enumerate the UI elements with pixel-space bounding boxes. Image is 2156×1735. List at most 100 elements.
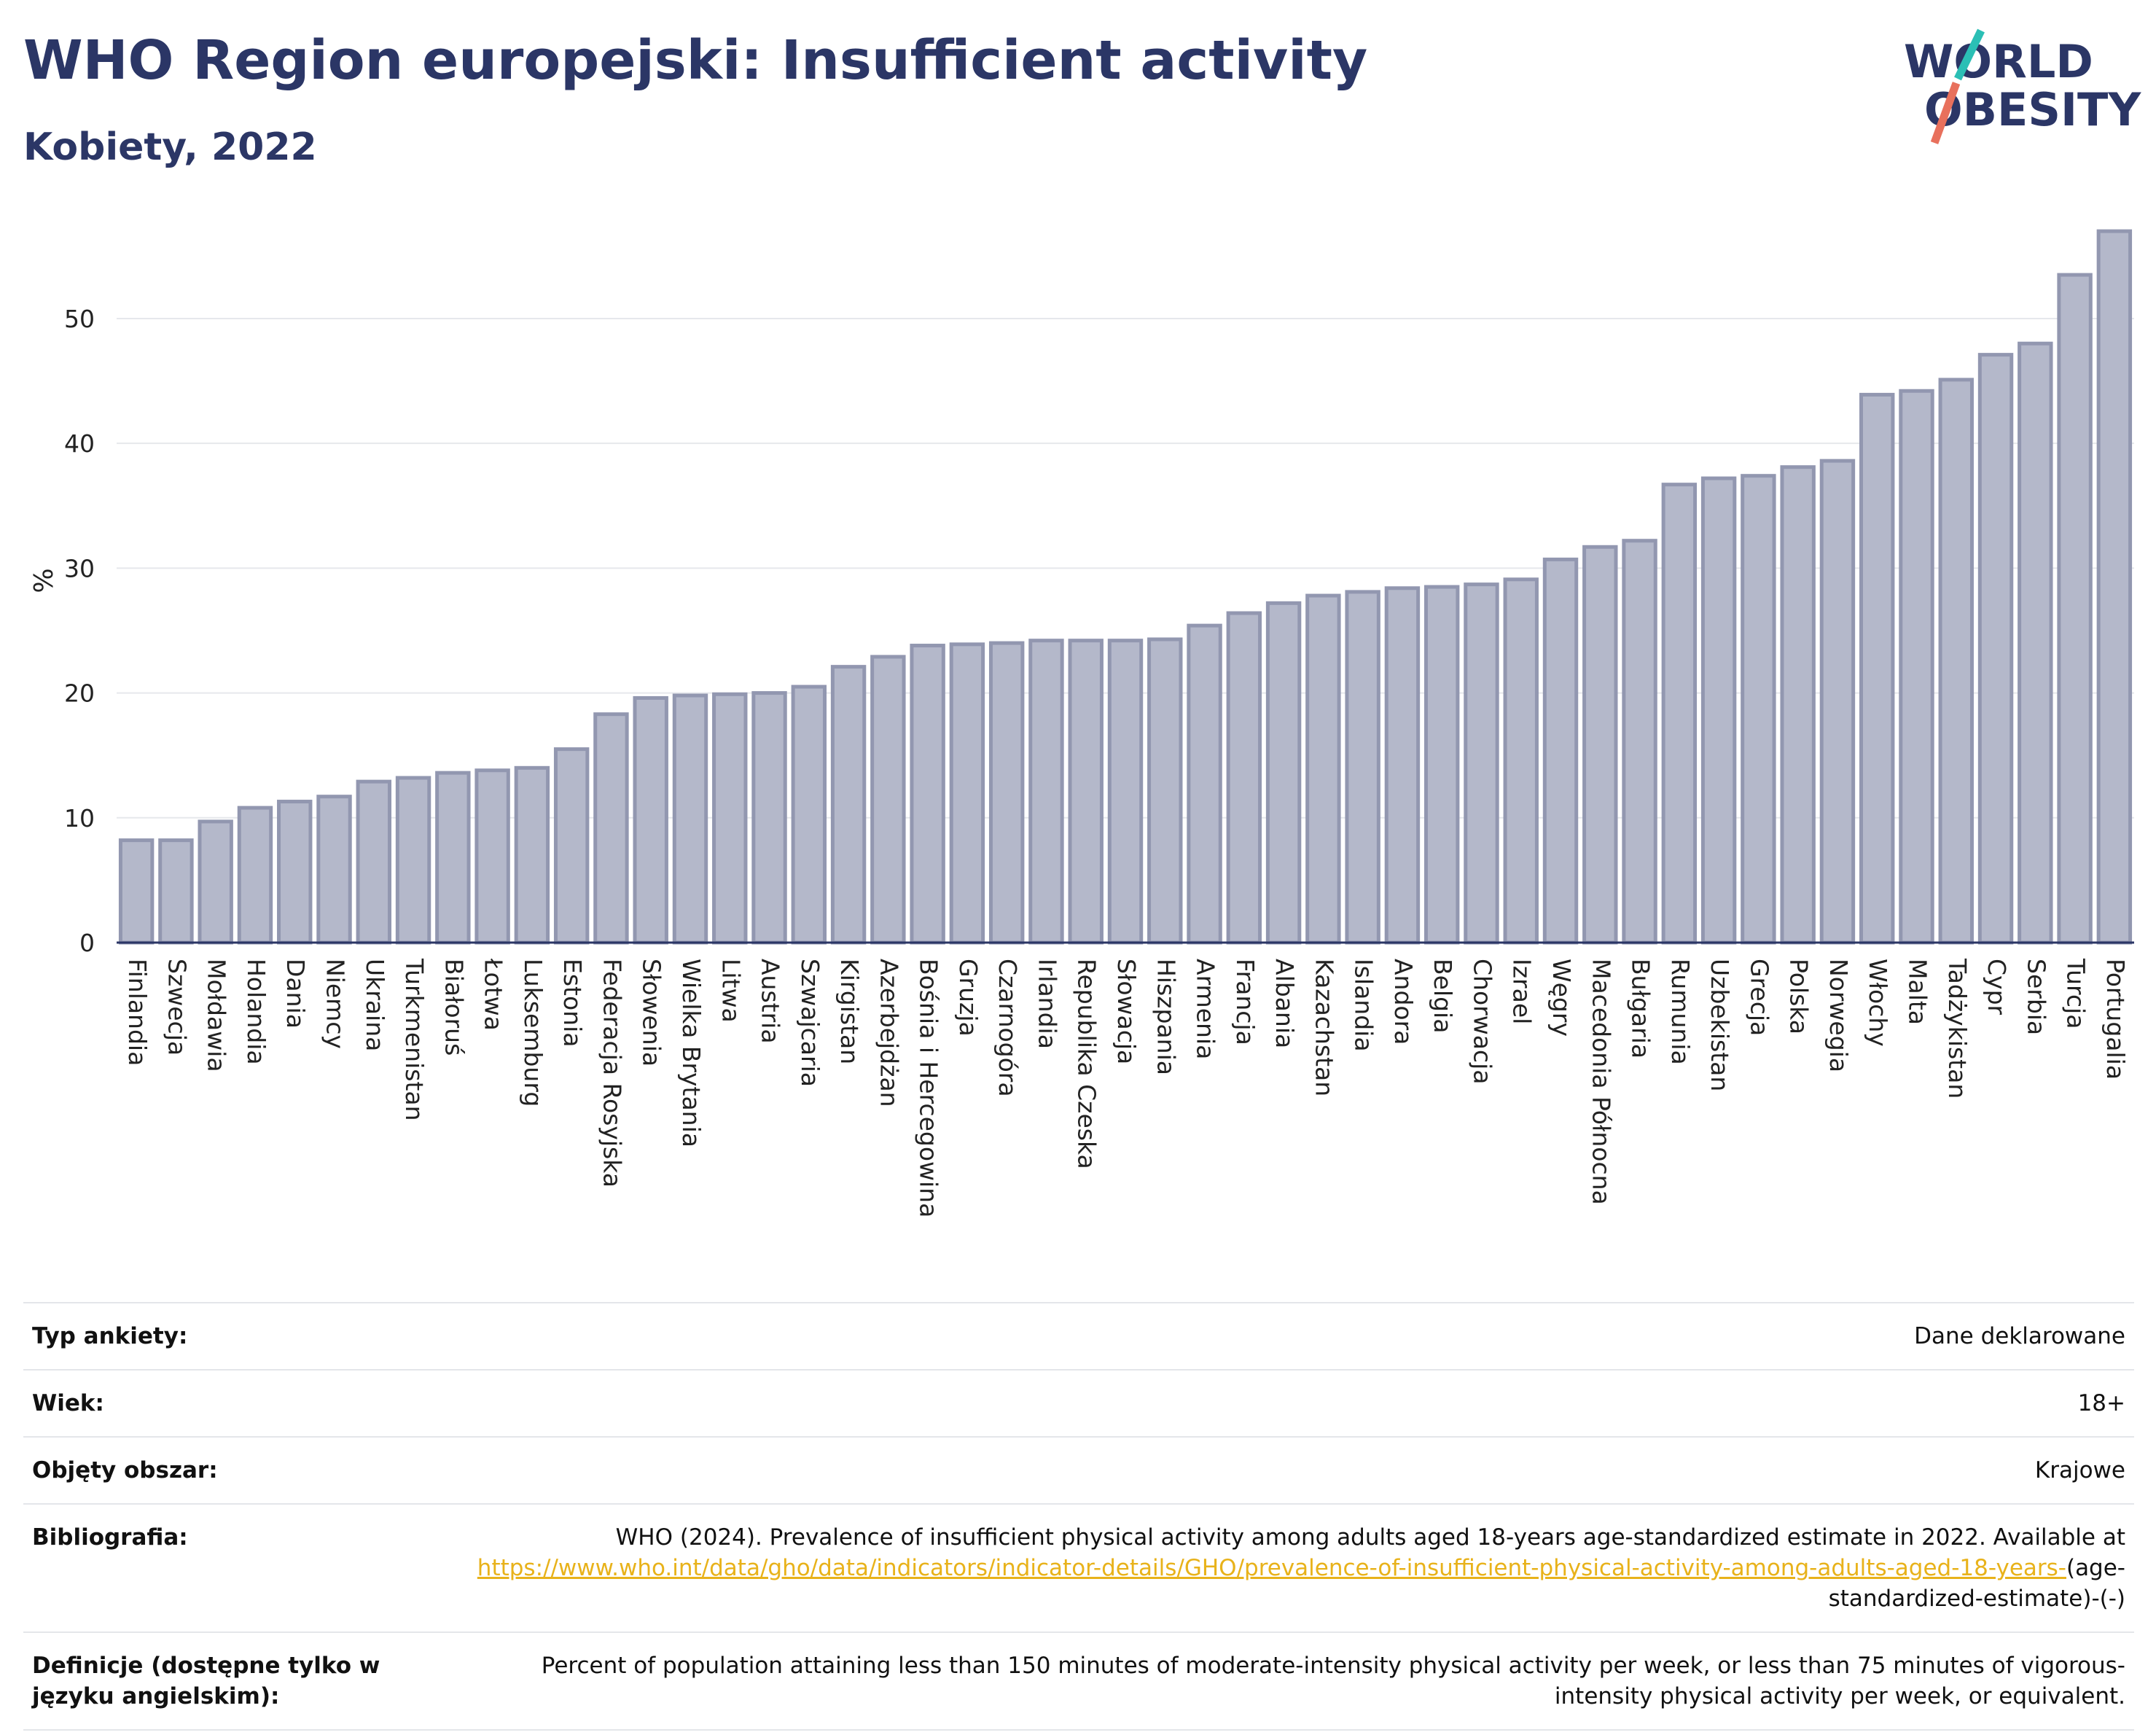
category-label: Szwajcaria bbox=[796, 959, 824, 1087]
category-label: Mołdawia bbox=[203, 959, 231, 1072]
bar bbox=[751, 691, 787, 945]
bar bbox=[1384, 586, 1421, 945]
y-tick-label: 30 bbox=[64, 554, 95, 582]
logo-line1: WORLD bbox=[1904, 35, 2093, 88]
logo-slash-bottom bbox=[1930, 82, 1961, 144]
metadata-key: Definicje (dostępne tylko w języku angie… bbox=[23, 1631, 449, 1731]
bar bbox=[1265, 601, 1302, 945]
bar bbox=[1582, 545, 1618, 945]
bar bbox=[1028, 639, 1064, 945]
category-label: Grecja bbox=[1745, 959, 1773, 1036]
metadata-table: Typ ankiety: Dane deklarowane Wiek: 18+ Obję… bbox=[23, 1302, 2134, 1731]
bar bbox=[712, 692, 748, 945]
bar bbox=[1503, 577, 1539, 945]
metadata-value: Percent of population attaining less tha… bbox=[449, 1631, 2134, 1731]
category-label: Turcja bbox=[2062, 958, 2090, 1029]
bar bbox=[1187, 623, 1222, 945]
logo-slash-top bbox=[1954, 28, 1985, 81]
category-label: Estonia bbox=[558, 959, 587, 1047]
category-label: Polska bbox=[1785, 959, 1813, 1034]
category-label: Belgia bbox=[1429, 959, 1457, 1033]
category-label: Portugalia bbox=[2101, 959, 2130, 1080]
category-label: Węgry bbox=[1547, 959, 1576, 1037]
category-label: Finlandia bbox=[123, 959, 152, 1066]
bar bbox=[1542, 557, 1579, 945]
bar bbox=[1305, 593, 1341, 945]
category-label: Chorwacja bbox=[1468, 959, 1496, 1084]
category-label: Tadżykistan bbox=[1943, 958, 1972, 1099]
category-label: Francja bbox=[1231, 959, 1259, 1045]
category-label: Ukraina bbox=[361, 959, 389, 1051]
bar bbox=[277, 800, 313, 945]
bar bbox=[1741, 474, 1776, 945]
page-title: WHO Region europejski: Insufficient acti… bbox=[23, 29, 1368, 92]
bibliography-text: WHO (2024). Prevalence of insufficient p… bbox=[615, 1524, 2125, 1551]
bar bbox=[1464, 582, 1499, 945]
category-label: Armenia bbox=[1192, 959, 1220, 1059]
metadata-row: Typ ankiety: Dane deklarowane bbox=[23, 1302, 2134, 1371]
metadata-value: Krajowe bbox=[449, 1436, 2134, 1505]
metadata-row: Bibliografia: WHO (2024). Prevalence of i… bbox=[23, 1503, 2134, 1633]
bar bbox=[988, 641, 1025, 945]
bar-chart: 0 10 20 30 40 50% Finlandia Szwecja Mołdawia Hola… bbox=[29, 229, 2134, 1217]
y-axis-label: % bbox=[29, 568, 59, 593]
bar bbox=[2096, 229, 2133, 945]
bar bbox=[1226, 611, 1262, 945]
y-tick-label: 40 bbox=[64, 429, 95, 458]
metadata-value: 18+ bbox=[449, 1369, 2134, 1438]
bar bbox=[198, 819, 233, 945]
metadata-key: Wiek: bbox=[23, 1369, 449, 1438]
metadata-row: Wiek: 18+ bbox=[23, 1369, 2134, 1438]
bar bbox=[474, 768, 510, 945]
metadata-value: Dane deklarowane bbox=[449, 1302, 2134, 1371]
category-label: Macedonia Północna bbox=[1587, 959, 1615, 1205]
bar bbox=[1780, 465, 1816, 945]
category-label: Bułgaria bbox=[1627, 959, 1655, 1058]
bar bbox=[1700, 476, 1737, 945]
category-label: Litwa bbox=[716, 959, 745, 1023]
category-label: Turkmenistan bbox=[400, 958, 429, 1121]
y-tick-label: 50 bbox=[64, 305, 95, 333]
bar bbox=[1423, 585, 1460, 945]
category-label: Słowacja bbox=[1112, 959, 1141, 1064]
bar bbox=[910, 644, 945, 945]
category-label: Luksemburg bbox=[519, 959, 547, 1107]
bar bbox=[1107, 639, 1144, 945]
bar bbox=[158, 838, 194, 945]
y-tick-label: 0 bbox=[79, 929, 95, 957]
category-label: Rumunia bbox=[1666, 959, 1695, 1065]
bar bbox=[791, 685, 827, 945]
category-label: Szwecja bbox=[163, 959, 191, 1056]
category-label: Łotwa bbox=[480, 958, 508, 1031]
bar bbox=[1977, 353, 2014, 945]
bar bbox=[870, 655, 906, 945]
category-label: Malta bbox=[1903, 959, 1932, 1025]
bar bbox=[593, 712, 629, 945]
category-label: Serbia bbox=[2022, 959, 2050, 1035]
logo-line2: OBESITY bbox=[1924, 83, 2141, 136]
bibliography-suffix: (age-standardized-estimate)-(-) bbox=[1828, 1555, 2125, 1612]
category-label: Gruzja bbox=[954, 959, 983, 1037]
metadata-row: Definicje (dostępne tylko w języku angie… bbox=[23, 1631, 2134, 1731]
bar bbox=[316, 795, 352, 945]
category-label: Izrael bbox=[1508, 959, 1536, 1024]
category-label: Kazachstan bbox=[1310, 959, 1338, 1096]
category-label: Czarnogóra bbox=[993, 959, 1022, 1097]
y-tick-label: 20 bbox=[64, 679, 95, 708]
world-obesity-logo: WORLD OBESITY bbox=[1904, 28, 2141, 144]
category-label: Wielka Brytania bbox=[677, 959, 706, 1147]
category-label: Słowenia bbox=[638, 959, 666, 1067]
bar bbox=[118, 838, 155, 945]
bar bbox=[514, 765, 550, 945]
category-label: Uzbekistan bbox=[1706, 959, 1734, 1091]
bar bbox=[1899, 389, 1934, 945]
bar bbox=[1938, 378, 1974, 945]
category-label: Austria bbox=[757, 959, 785, 1044]
category-label: Holandia bbox=[242, 959, 270, 1065]
bar bbox=[830, 665, 867, 945]
category-label: Kirgistan bbox=[835, 959, 864, 1064]
category-label: Hiszpania bbox=[1152, 959, 1180, 1075]
bibliography-link[interactable]: https://www.who.int/data/gho/data/indica… bbox=[477, 1555, 2066, 1581]
bar bbox=[1068, 639, 1104, 945]
metadata-key: Bibliografia: bbox=[23, 1503, 449, 1633]
